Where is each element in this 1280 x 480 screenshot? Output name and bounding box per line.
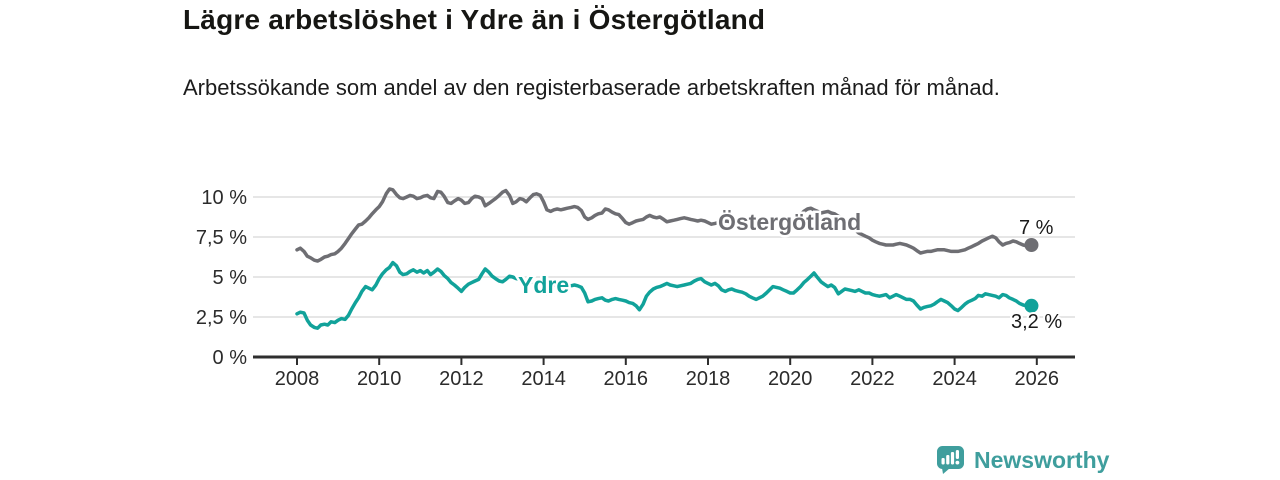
series-line-ydre [295, 260, 1034, 330]
brand-name: Newsworthy [974, 446, 1110, 473]
newsworthy-logo-icon [937, 446, 964, 474]
x-tick-label: 2008 [275, 368, 320, 390]
chart-subtitle: Arbetssökande som andel av den registerb… [183, 75, 1000, 100]
x-tick-label: 2022 [850, 368, 895, 390]
y-tick-label: 5 % [213, 267, 248, 289]
series-line-ostergotland [295, 187, 1034, 263]
page-title: Lägre arbetslöshet i Ydre än i Östergötl… [183, 4, 766, 35]
x-tick-label: 2012 [439, 368, 484, 390]
series-end-dot [1024, 238, 1039, 252]
x-tick-label: 2026 [1015, 368, 1060, 390]
series-end-dot [1024, 298, 1039, 313]
x-tick-label: 2016 [604, 368, 649, 390]
y-tick-label: 10 % [201, 187, 247, 209]
end-value-label-ydre: 3,2 % [1011, 311, 1062, 333]
y-tick-label: 0 % [213, 347, 248, 369]
x-tick-label: 2018 [686, 368, 731, 390]
y-tick-label: 7,5 % [196, 227, 247, 249]
x-tick-label: 2014 [521, 368, 566, 390]
end-value-label-ostergotland: 7 % [1019, 217, 1054, 239]
newsworthy-branding: Newsworthy [936, 445, 1109, 475]
x-tick-label: 2024 [932, 368, 977, 390]
y-tick-label: 2,5 % [196, 307, 247, 329]
x-tick-label: 2020 [768, 368, 813, 390]
series-label-ydre: Ydre [518, 272, 569, 298]
x-tick-label: 2010 [357, 368, 402, 390]
series-label-ostergotland: Östergötland [718, 209, 861, 235]
